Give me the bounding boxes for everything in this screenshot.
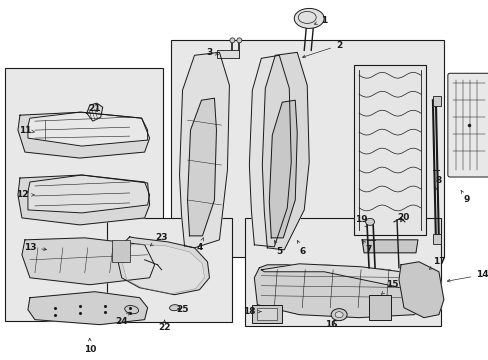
Polygon shape	[249, 55, 291, 247]
Text: 22: 22	[158, 320, 170, 332]
Text: 15: 15	[381, 280, 397, 294]
Polygon shape	[28, 292, 147, 325]
Polygon shape	[18, 112, 149, 158]
Bar	[368, 295, 390, 320]
Text: 12: 12	[16, 190, 34, 199]
Polygon shape	[261, 264, 430, 295]
Polygon shape	[179, 52, 229, 248]
Bar	[432, 96, 440, 106]
Bar	[245, 218, 440, 326]
Ellipse shape	[236, 38, 242, 43]
Ellipse shape	[365, 219, 374, 225]
Polygon shape	[269, 100, 297, 238]
Polygon shape	[28, 175, 149, 213]
Text: 9: 9	[460, 190, 469, 204]
Text: 20: 20	[396, 213, 408, 222]
Polygon shape	[262, 52, 308, 250]
Text: 10: 10	[83, 338, 96, 354]
Text: 11: 11	[19, 126, 34, 135]
Text: 14: 14	[447, 270, 488, 282]
Polygon shape	[22, 238, 154, 285]
FancyBboxPatch shape	[447, 73, 488, 177]
Ellipse shape	[334, 312, 343, 318]
Text: 25: 25	[176, 305, 188, 314]
Ellipse shape	[294, 8, 324, 28]
Ellipse shape	[124, 306, 138, 314]
Text: 18: 18	[243, 307, 261, 316]
Bar	[106, 218, 232, 321]
Text: 6: 6	[297, 240, 305, 256]
Text: 19: 19	[354, 215, 367, 228]
Polygon shape	[254, 265, 433, 318]
Bar	[353, 65, 425, 235]
Polygon shape	[361, 240, 417, 253]
Text: 8: 8	[435, 176, 441, 190]
Text: 4: 4	[196, 238, 203, 252]
Text: 23: 23	[150, 233, 167, 246]
Text: 1: 1	[314, 16, 326, 25]
Bar	[217, 50, 239, 58]
Text: 2: 2	[302, 41, 342, 58]
Text: 3: 3	[206, 48, 218, 57]
Bar	[257, 308, 277, 320]
Text: 16: 16	[324, 320, 337, 329]
Bar	[5, 68, 162, 321]
Polygon shape	[18, 175, 149, 225]
Text: 7: 7	[362, 240, 371, 254]
Polygon shape	[118, 237, 209, 295]
Text: 24: 24	[115, 312, 129, 326]
Polygon shape	[28, 112, 147, 146]
Text: 5: 5	[274, 240, 282, 256]
Ellipse shape	[229, 38, 234, 43]
Polygon shape	[187, 98, 216, 236]
Text: 21: 21	[88, 104, 101, 113]
Polygon shape	[86, 103, 102, 121]
Text: 13: 13	[23, 243, 46, 252]
Polygon shape	[398, 262, 443, 318]
Text: 17: 17	[428, 257, 444, 269]
Ellipse shape	[330, 309, 346, 321]
Bar	[252, 305, 282, 323]
Bar	[111, 240, 129, 262]
Ellipse shape	[169, 305, 179, 311]
Bar	[432, 234, 440, 244]
Polygon shape	[122, 244, 204, 294]
Bar	[170, 40, 443, 257]
